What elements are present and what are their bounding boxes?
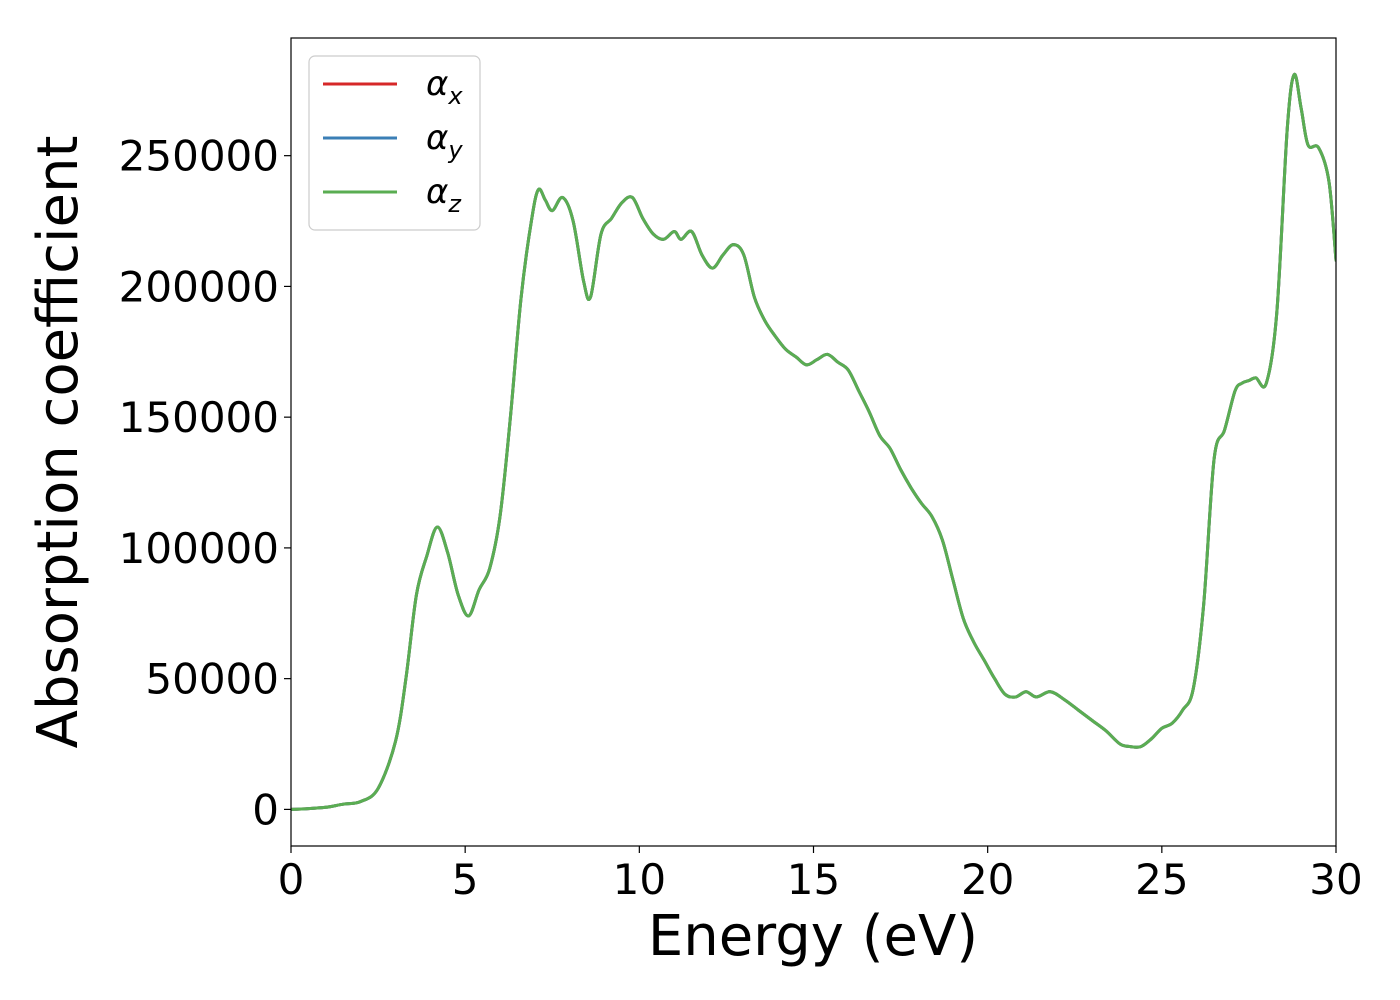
x-tick-label: 25 [1135,855,1188,904]
x-axis-label: Energy (eV) [648,904,978,969]
legend-box [308,55,481,231]
legend-subscript: x [447,82,463,110]
x-tick-label: 30 [1309,855,1362,904]
x-tick-label: 5 [452,855,479,904]
series-lines [291,73,1336,811]
legend-symbol: α [426,172,448,212]
legend-label-x: αx [426,64,463,110]
y-tick-label: 50000 [145,655,279,704]
y-tick-label: 150000 [119,393,279,442]
y-tick-label: 100000 [119,524,279,573]
y-axis-label: Absorption coefficient [26,136,91,749]
legend-subscript: y [447,136,463,164]
legend-symbol: α [426,118,448,158]
x-tick-label: 10 [613,855,666,904]
series-line-3 [291,73,1336,811]
legend-subscript: z [447,190,462,218]
x-tick-label: 20 [961,855,1014,904]
legend-symbol: α [426,64,448,104]
x-axis-ticks: 0 5 10 15 20 25 30 [278,846,1363,904]
legend-label-z: αz [426,172,462,218]
y-tick-label: 200000 [119,262,279,311]
y-tick-label: 250000 [119,132,279,181]
y-tick-label: 0 [252,785,279,834]
y-axis-ticks: 0 50000 100000 150000 200000 250000 [119,132,291,834]
x-tick-label: 0 [278,855,305,904]
x-tick-label: 15 [787,855,840,904]
legend-label-y: αy [426,118,463,164]
